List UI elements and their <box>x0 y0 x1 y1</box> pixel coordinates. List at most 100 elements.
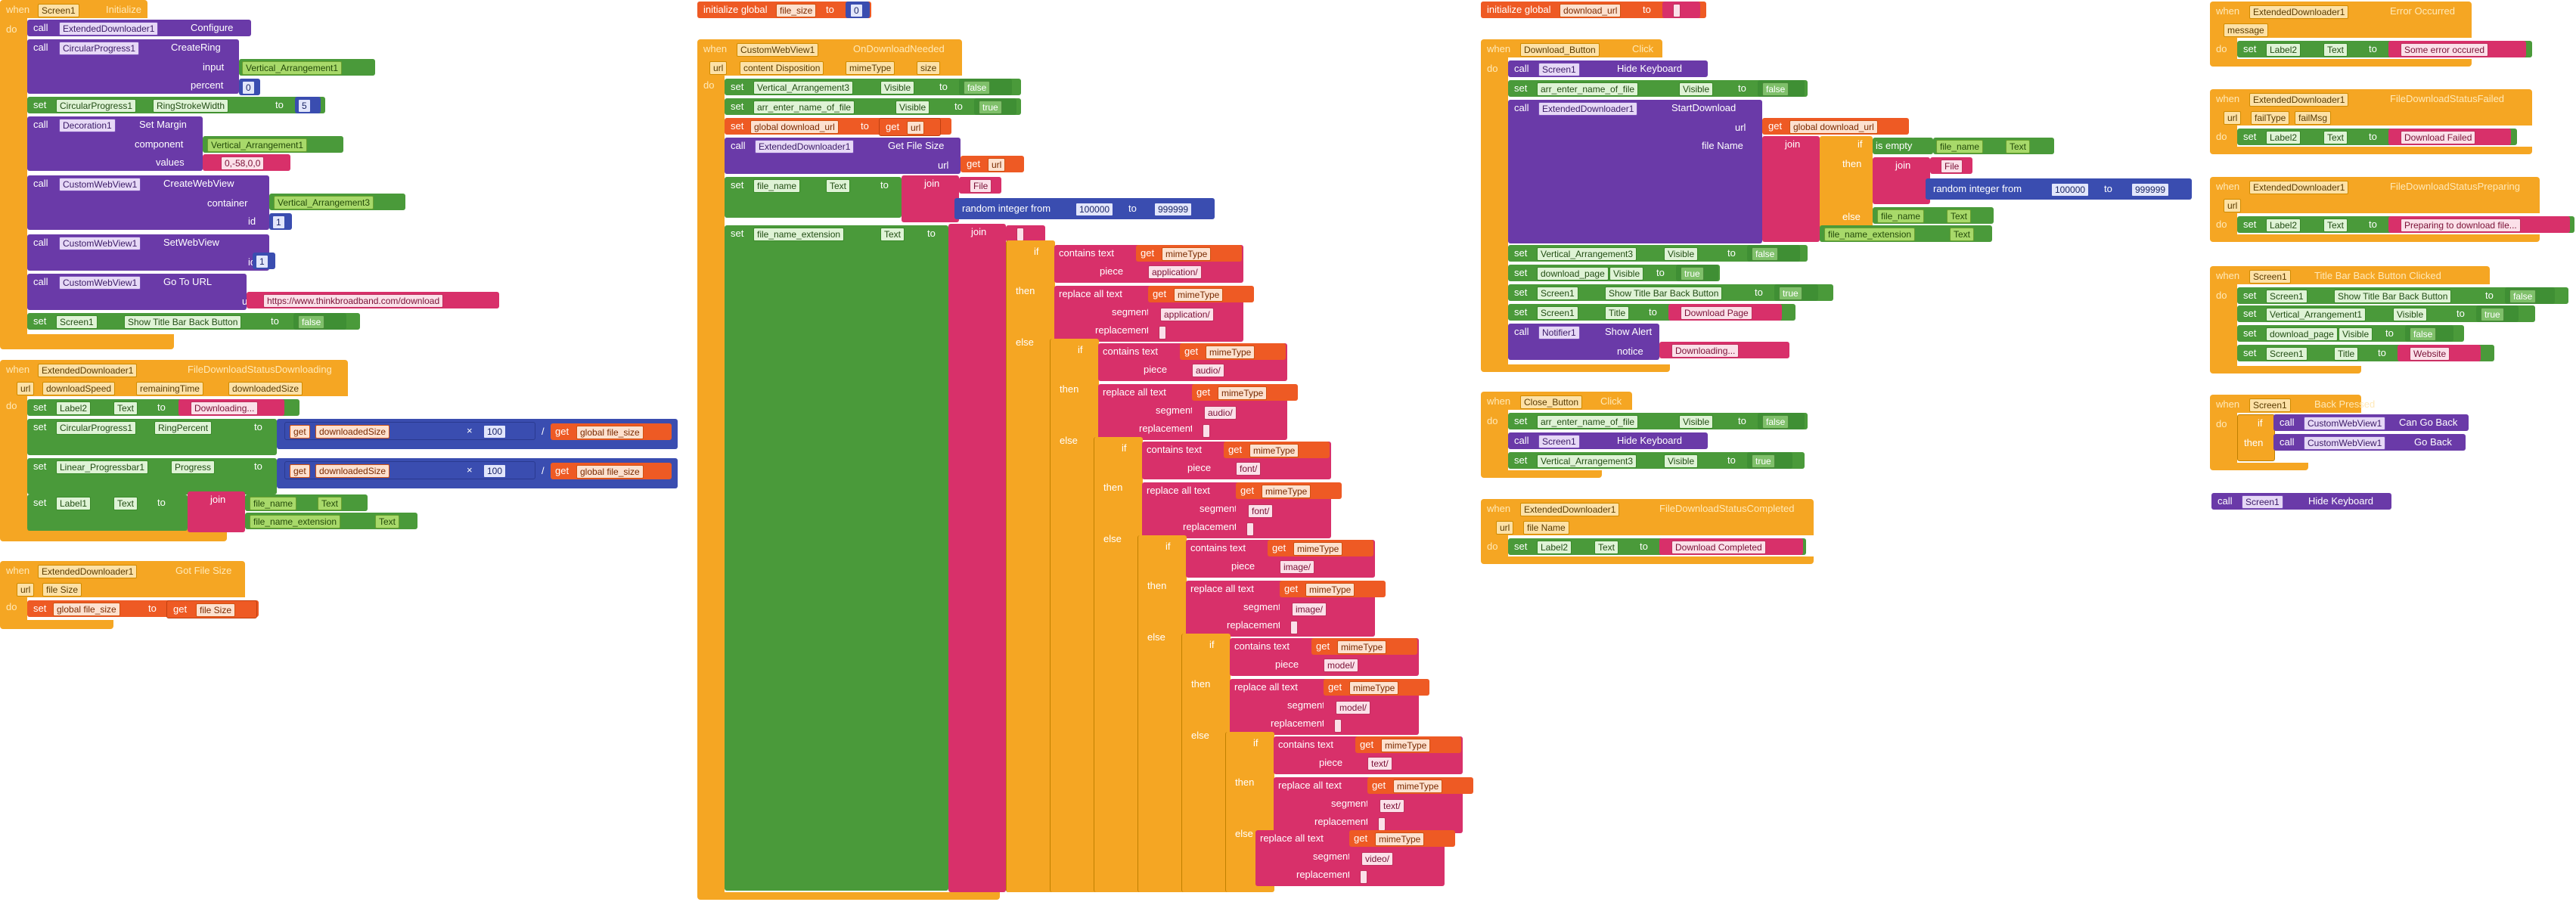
get-filenameextension-text[interactable]: file_name_extension Text <box>245 513 417 529</box>
replacement-value[interactable] <box>1290 621 1298 634</box>
mimetype-var[interactable]: mimeType <box>1381 739 1431 752</box>
random-integer[interactable]: random integer from 100000 to 999999 <box>954 198 1215 219</box>
join-block[interactable]: join <box>1762 136 1820 242</box>
set-ringpercent[interactable]: set CircularProgress1 RingPercent to <box>27 419 277 455</box>
get-mimetype[interactable]: get mimeType <box>1324 679 1429 696</box>
container-block[interactable]: Vertical_Arrangement3 <box>269 194 405 210</box>
piece-text[interactable]: font/ <box>1224 460 1299 476</box>
get-mimetype[interactable]: get mimeType <box>1236 482 1342 499</box>
set-screen1-title[interactable]: set Screen1 Title to Download Page <box>1508 304 1795 321</box>
join-block[interactable]: join <box>902 175 959 222</box>
call-cangoback[interactable]: call CustomWebView1 Can Go Back <box>2273 414 2469 431</box>
if-block-3[interactable]: if then else <box>1137 535 1187 892</box>
piece-text[interactable]: application/ <box>1136 263 1212 280</box>
mimetype-var[interactable]: mimeType <box>1293 542 1343 556</box>
event-header[interactable]: when ExtendedDownloader1 FileDownloadSta… <box>2210 177 2540 213</box>
get-mimetype[interactable]: get mimeType <box>1280 581 1386 597</box>
set-arr-visible[interactable]: set arr_enter_name_of_file Visible to fa… <box>1508 80 1808 97</box>
piece-text[interactable]: model/ <box>1311 656 1387 673</box>
if-then[interactable]: if then <box>2237 414 2275 461</box>
set-showtitlebarbackbutton[interactable]: set Screen1 Show Title Bar Back Button t… <box>1508 284 1833 301</box>
set-arr-visible[interactable]: set arr_enter_name_of_file Visible to fa… <box>1508 413 1808 429</box>
segment-text[interactable]: font/ <box>1236 502 1316 519</box>
mimetype-var[interactable]: mimeType <box>1393 780 1443 793</box>
segment-value[interactable]: model/ <box>1336 701 1371 714</box>
segment-value[interactable]: video/ <box>1361 852 1394 866</box>
math-divide-2[interactable]: get downloadedSize × 100 / get global fi… <box>277 458 678 488</box>
init-global-downloadurl[interactable]: initialize global download_url to <box>1481 2 1706 18</box>
set-global-downloadurl[interactable]: set global download_url to get url <box>725 118 951 136</box>
replacement-text[interactable] <box>1148 324 1186 340</box>
set-label2-text[interactable]: set Label2 Text to Some error occured <box>2237 41 2532 57</box>
replacement-text[interactable] <box>1280 618 1317 635</box>
get-filename-text[interactable]: file_name Text <box>245 494 368 511</box>
segment-text[interactable]: video/ <box>1349 850 1429 866</box>
call-startdownload[interactable]: call ExtendedDownloader1 StartDownload u… <box>1508 100 1762 243</box>
mimetype-var[interactable]: mimeType <box>1162 247 1212 261</box>
segment-value[interactable]: text/ <box>1380 799 1404 813</box>
component-dropdown[interactable]: ExtendedDownloader1 <box>59 22 159 36</box>
mimetype-var[interactable]: mimeType <box>1305 583 1355 597</box>
call-configure[interactable]: call ExtendedDownloader1 Configure <box>27 20 251 36</box>
segment-value[interactable]: audio/ <box>1204 406 1237 420</box>
join-block[interactable]: join <box>948 224 1006 892</box>
get-filename-text[interactable]: file_name Text <box>1933 138 2054 154</box>
replacement-value[interactable] <box>1360 870 1367 884</box>
set-global-filesize[interactable]: set global file_size to get file Size <box>27 600 259 618</box>
set-showtitlebarbackbutton[interactable]: set Screen1 Show Title Bar Back Button t… <box>2237 287 2568 304</box>
mimetype-var[interactable]: mimeType <box>1375 832 1425 846</box>
mimetype-var[interactable]: mimeType <box>1249 444 1299 457</box>
if-then-else[interactable]: if then else <box>1820 136 1873 242</box>
replacement-value[interactable] <box>1334 719 1342 733</box>
get-mimetype[interactable]: get mimeType <box>1268 540 1373 556</box>
call-gotourl[interactable]: call CustomWebView1 Go To URL url <box>27 274 253 310</box>
piece-value[interactable]: audio/ <box>1192 364 1224 377</box>
set-label1-text[interactable]: set Label1 Text to <box>27 494 188 531</box>
get-mimetype[interactable]: get mimeType <box>1224 442 1330 458</box>
call-hidekeyboard-standalone[interactable]: call Screen1 Hide Keyboard <box>2211 493 2391 510</box>
if-block-2[interactable]: if then else <box>1094 437 1143 892</box>
segment-value[interactable]: font/ <box>1248 504 1274 518</box>
mimetype-var[interactable]: mimeType <box>1349 681 1399 695</box>
call-createwebview[interactable]: call CustomWebView1 CreateWebView contai… <box>27 175 269 230</box>
piece-value[interactable]: model/ <box>1324 659 1359 672</box>
event-header[interactable]: when ExtendedDownloader1 FileDownloadSta… <box>1481 499 1814 535</box>
call-setwebview[interactable]: call CustomWebView1 SetWebView id <box>27 234 269 271</box>
component-block[interactable]: Vertical_Arrangement1 <box>203 136 343 153</box>
event-header[interactable]: when Screen1 Title Bar Back Button Click… <box>2210 266 2490 284</box>
text-file[interactable]: File <box>1930 157 1972 174</box>
replacement-value[interactable] <box>1159 326 1166 339</box>
call-hidekeyboard[interactable]: call Screen1 Hide Keyboard <box>1508 60 1708 77</box>
get-mimetype[interactable]: get mimeType <box>1180 343 1286 360</box>
get-mimetype[interactable]: get mimeType <box>1136 245 1242 262</box>
event-header[interactable]: when ExtendedDownloader1 Got File Size u… <box>0 561 245 597</box>
mimetype-var[interactable]: mimeType <box>1206 346 1255 359</box>
piece-value[interactable]: font/ <box>1236 462 1262 476</box>
event-header[interactable]: when CustomWebView1 OnDownloadNeeded url… <box>697 39 962 76</box>
replacement-value[interactable] <box>1203 424 1210 438</box>
set-downloadpage-visible[interactable]: set download_page Visible to false <box>2237 325 2464 342</box>
percent-number[interactable]: 0 <box>239 79 260 95</box>
get-mimetype[interactable]: get mimeType <box>1311 638 1417 655</box>
set-progress[interactable]: set Linear_Progressbar1 Progress to <box>27 458 277 494</box>
set-filenameextension-text[interactable]: set file_name_extension Text to <box>725 225 948 891</box>
call-showalert[interactable]: call Notifier1 Show Alert notice <box>1508 324 1659 360</box>
set-va3-visible[interactable]: set Vertical_Arrangement3 Visible to fal… <box>1508 245 1808 262</box>
segment-text[interactable]: audio/ <box>1192 404 1272 420</box>
random-integer[interactable]: random integer from 100000 to 999999 <box>1926 178 2192 200</box>
segment-text[interactable]: application/ <box>1148 305 1228 322</box>
piece-text[interactable]: audio/ <box>1180 361 1255 378</box>
get-filenameextension-text[interactable]: file_name_extension Text <box>1820 225 1992 242</box>
event-header[interactable]: when ExtendedDownloader1 FileDownloadSta… <box>0 360 348 396</box>
mimetype-var[interactable]: mimeType <box>1262 485 1311 498</box>
mimetype-var[interactable]: mimeType <box>1174 288 1224 302</box>
get-global-downloadurl[interactable]: get global download_url <box>1762 118 1909 135</box>
event-header[interactable]: when Screen1 Back Pressed <box>2210 395 2375 413</box>
set-va3-visible[interactable]: set Vertical_Arrangement3 Visible to tru… <box>1508 452 1805 469</box>
event-header[interactable]: when Screen1 Initialize <box>0 0 147 18</box>
text-file[interactable]: File <box>959 177 1001 194</box>
join-block-inner[interactable]: join <box>1873 157 1930 204</box>
event-header[interactable]: when ExtendedDownloader1 Error Occurred … <box>2210 2 2472 38</box>
set-label2-text[interactable]: set Label2 Text to Download Completed <box>1508 538 1806 555</box>
replacement-text[interactable] <box>1236 520 1274 537</box>
